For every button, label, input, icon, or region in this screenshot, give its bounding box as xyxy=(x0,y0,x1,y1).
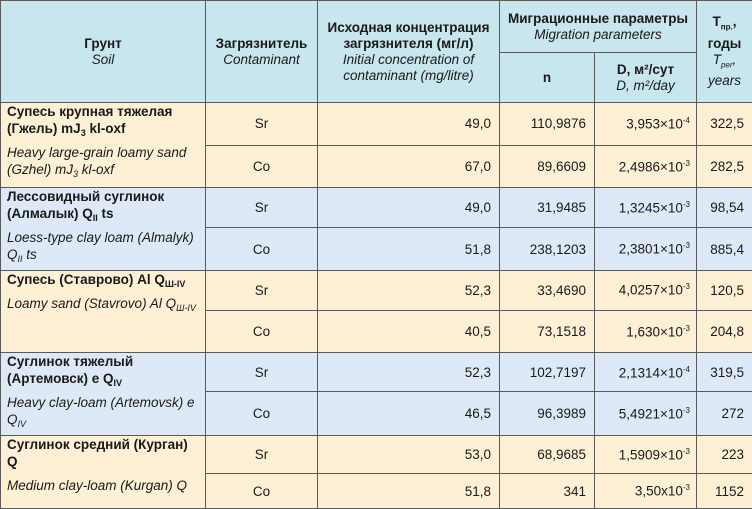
d-cell: 1,630×10-3 xyxy=(593,309,698,354)
d-cell: 5,4921×10-3 xyxy=(593,391,698,436)
table-row: Co 51,8 238,1203 2,3801×10-3 885,4 xyxy=(1,227,752,271)
contaminant-cell: Co xyxy=(205,309,318,354)
contaminant-cell: Sr xyxy=(205,434,318,475)
concentration-cell: 67,0 xyxy=(317,144,500,189)
soil-name-ru: Суглинок средний (Курган) Q xyxy=(7,436,188,469)
table-row: Co 46,5 96,3989 5,4921×10-3 272 xyxy=(1,391,752,436)
contaminant-cell: Co xyxy=(205,227,318,271)
table-row: Co 67,0 89,6609 2,4986×10-3 282,5 xyxy=(1,144,752,189)
concentration-cell: 40,5 xyxy=(317,309,500,354)
n-cell: 89,6609 xyxy=(499,144,595,189)
d-cell: 1,3245×10-3 xyxy=(593,187,698,229)
soil-name-en: Loamy sand (Stavrovo) Al QШ-IV xyxy=(7,295,196,313)
n-cell: 102,7197 xyxy=(499,352,595,393)
contaminant-cell: Sr xyxy=(205,269,318,311)
header-t-en: Tper, years xyxy=(708,51,742,89)
header-t-ru: Tпр., годы xyxy=(707,13,742,51)
n-cell: 33,4690 xyxy=(499,269,595,311)
concentration-cell: 53,0 xyxy=(317,434,500,475)
d-cell: 1,5909×10-3 xyxy=(593,434,698,475)
concentration-cell: 51,8 xyxy=(317,473,500,509)
t-cell: 282,5 xyxy=(696,144,752,189)
header-d-ru: D, м²/сут xyxy=(616,61,675,77)
t-cell: 120,5 xyxy=(696,269,752,311)
concentration-cell: 51,8 xyxy=(317,227,500,271)
soil-name-en: Loess-type clay loam (Almalyk) QII ts xyxy=(7,230,194,265)
soil-name-en: Heavy large-grain loamy sand (Gzhel) mJ3… xyxy=(7,145,187,179)
d-cell: 3,953×10-4 xyxy=(593,102,698,146)
contaminant-cell: Co xyxy=(205,473,318,509)
header-n: n xyxy=(499,52,595,103)
table-row: Суглинок тяжелый (Артемовск) e QIV Heavy … xyxy=(0,352,752,436)
contaminant-cell: Sr xyxy=(205,352,318,393)
t-cell: 319,5 xyxy=(696,352,752,393)
n-cell: 73,1518 xyxy=(499,309,595,354)
header-t: Tпр., годы Tper, years xyxy=(696,0,752,103)
concentration-cell: 46,5 xyxy=(317,391,500,436)
t-cell: 885,4 xyxy=(696,227,752,271)
concentration-cell: 52,3 xyxy=(317,352,500,393)
soil-cell: Лессовидный суглинок (Алмалык) QII ts Loe… xyxy=(0,187,206,271)
table-row: Co 51,8 341 3,50x10-3 1152 xyxy=(1,473,752,509)
n-cell: 238,1203 xyxy=(499,227,595,271)
d-cell: 3,50x10-3 xyxy=(593,473,698,509)
header-concentration: Исходная концентрация загрязнителя (мг/л… xyxy=(317,0,500,103)
header-contaminant-en: Contaminant xyxy=(223,51,300,67)
n-cell: 341 xyxy=(499,473,595,509)
soil-cell: Супесь крупная тяжелая (Гжель) mJ3 kl-ox… xyxy=(0,101,206,189)
d-cell: 2,1314×10-4 xyxy=(593,352,698,393)
t-cell: 1152 xyxy=(696,473,752,509)
table-row: Суглинок средний (Курган) Q Medium clay-l… xyxy=(0,434,752,509)
table-row: Супесь (Ставрово) Al QШ-IV Loamy sand (St… xyxy=(0,269,752,354)
header-soil-en: Soil xyxy=(91,51,115,67)
t-cell: 204,8 xyxy=(696,309,752,354)
soil-name-ru: Супесь (Ставрово) Al QШ-IV xyxy=(7,271,186,289)
concentration-cell: 52,3 xyxy=(317,269,500,311)
contaminant-cell: Sr xyxy=(205,187,318,229)
header-migration-ru: Миграционные параметры xyxy=(508,10,688,26)
soil-cell: Супесь (Ставрово) Al QШ-IV Loamy sand (St… xyxy=(0,269,206,354)
soil-name-ru: Суглинок тяжелый (Артемовск) e QIV xyxy=(7,354,134,389)
concentration-cell: 49,0 xyxy=(317,102,500,146)
header-migration-en: Migration parameters xyxy=(534,26,662,42)
t-cell: 322,5 xyxy=(696,102,752,146)
n-cell: 31,9485 xyxy=(499,187,595,229)
soil-name-ru: Лессовидный суглинок (Алмалык) QII ts xyxy=(7,189,165,224)
table-row: Супесь крупная тяжелая (Гжель) mJ3 kl-ox… xyxy=(0,101,752,189)
contaminant-cell: Co xyxy=(205,144,318,189)
t-cell: 98,54 xyxy=(696,187,752,229)
d-cell: 2,4986×10-3 xyxy=(593,144,698,189)
soil-name-en: Heavy clay-loam (Artemovsk) e QIV xyxy=(7,395,195,430)
n-cell: 110,9876 xyxy=(499,102,595,146)
soil-cell: Суглинок средний (Курган) Q Medium clay-l… xyxy=(0,434,206,509)
n-cell: 68,9685 xyxy=(499,434,595,475)
t-cell: 223 xyxy=(696,434,752,475)
header-d: D, м²/сут D, m²/day xyxy=(593,52,698,103)
d-cell: 2,3801×10-3 xyxy=(593,227,698,271)
n-cell: 96,3989 xyxy=(499,391,595,436)
header-concentration-ru: Исходная концентрация загрязнителя (мг/л… xyxy=(327,19,490,51)
soil-cell: Суглинок тяжелый (Артемовск) e QIV Heavy … xyxy=(0,352,206,436)
t-cell: 272 xyxy=(696,391,752,436)
header-soil: Грунт Soil xyxy=(0,0,206,103)
header-concentration-en: Initial concentration of contaminant (mg… xyxy=(342,51,475,83)
table-row: Co 40,5 73,1518 1,630×10-3 204,8 xyxy=(1,309,752,354)
soil-name-ru: Супесь крупная тяжелая (Гжель) mJ3 kl-ox… xyxy=(7,104,173,138)
contaminant-cell: Sr xyxy=(205,102,318,146)
header-contaminant-ru: Загрязнитель xyxy=(215,35,308,51)
header-contaminant: Загрязнитель Contaminant xyxy=(205,0,318,103)
table-row: Лессовидный суглинок (Алмалык) QII ts Loe… xyxy=(0,187,752,271)
header-d-en: D, m²/day xyxy=(616,77,675,93)
concentration-cell: 49,0 xyxy=(317,187,500,229)
soil-name-en: Medium clay-loam (Kurgan) Q xyxy=(7,477,188,493)
header-migration: Миграционные параметры Migration paramet… xyxy=(498,0,698,53)
d-cell: 4,0257×10-3 xyxy=(593,269,698,311)
header-soil-ru: Грунт xyxy=(84,35,122,51)
contaminant-cell: Co xyxy=(205,391,318,436)
